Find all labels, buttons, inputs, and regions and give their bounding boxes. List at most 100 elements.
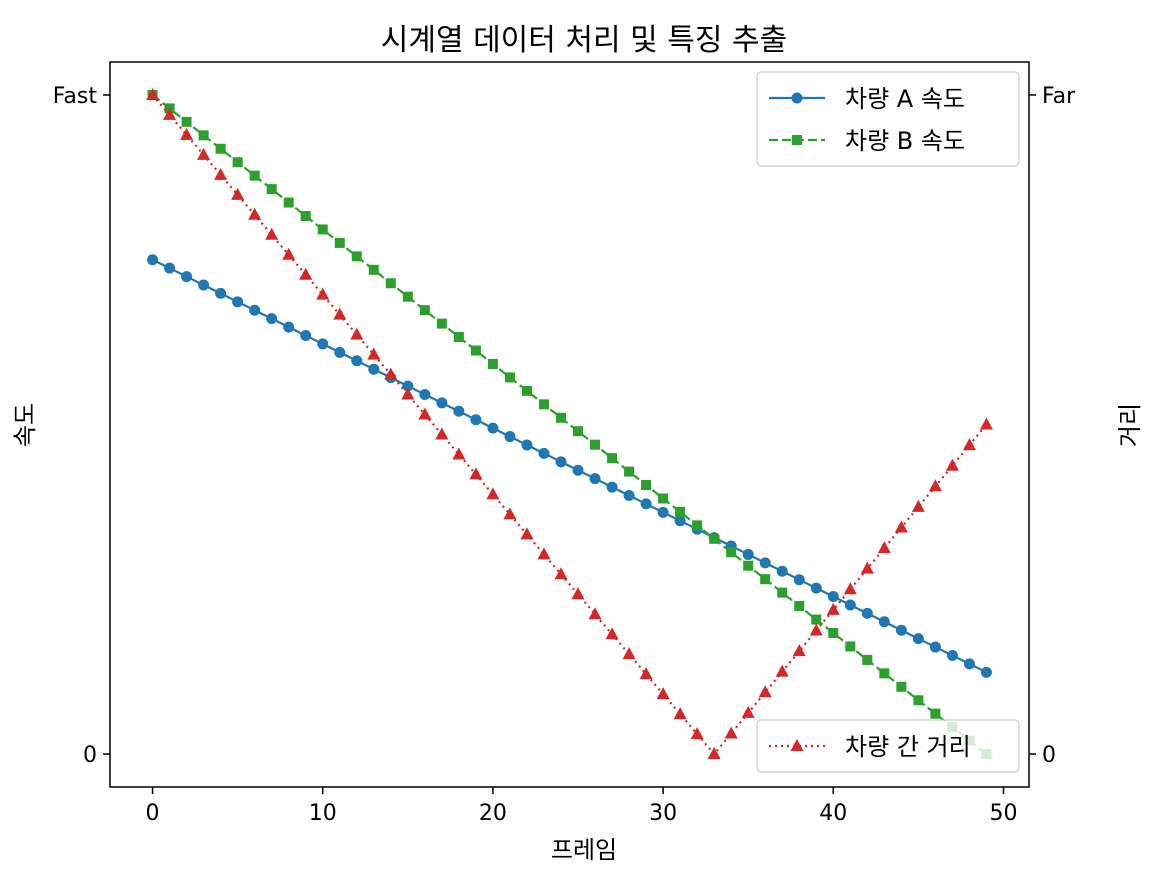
data-point xyxy=(146,87,160,100)
data-point xyxy=(504,431,516,443)
data-point xyxy=(571,587,585,600)
data-point xyxy=(810,582,822,594)
x-tick-label: 50 xyxy=(989,801,1017,826)
data-point xyxy=(928,479,942,492)
data-point xyxy=(946,649,958,661)
data-point xyxy=(675,506,686,517)
data-point xyxy=(674,515,686,527)
data-point xyxy=(896,681,907,692)
data-point xyxy=(862,654,873,665)
data-point xyxy=(453,332,464,343)
plot-area xyxy=(146,87,993,760)
data-point xyxy=(605,627,619,640)
data-point xyxy=(231,187,245,200)
legend-label: 차량 간 거리 xyxy=(845,733,971,761)
legend-marker xyxy=(792,135,802,145)
data-point xyxy=(384,367,398,380)
data-point xyxy=(709,533,720,544)
legend-box xyxy=(756,719,1020,773)
legend-label: 차량 B 속도 xyxy=(845,127,965,155)
legend-marker xyxy=(791,92,803,104)
data-point xyxy=(317,338,329,350)
y-left-tick-label: 0 xyxy=(83,743,97,768)
data-point xyxy=(487,358,498,369)
data-point xyxy=(777,587,788,598)
data-point xyxy=(538,399,549,410)
data-point xyxy=(554,567,568,580)
data-point xyxy=(419,305,430,316)
data-point xyxy=(979,417,993,430)
data-point xyxy=(266,313,278,325)
data-point xyxy=(623,489,635,501)
data-point xyxy=(232,296,244,308)
data-point xyxy=(266,184,277,195)
data-point xyxy=(589,473,601,485)
data-point xyxy=(861,607,873,619)
legend-box xyxy=(756,71,1020,167)
data-point xyxy=(758,685,772,698)
data-point xyxy=(573,426,584,437)
data-point xyxy=(504,372,515,383)
data-point xyxy=(929,641,941,653)
data-point xyxy=(759,557,771,569)
chart-title: 시계열 데이터 처리 및 특징 추출 xyxy=(381,23,787,58)
data-point xyxy=(912,633,924,645)
data-point xyxy=(334,237,345,248)
data-point xyxy=(826,602,840,615)
data-point xyxy=(334,346,346,358)
series-3 xyxy=(146,87,993,760)
data-point xyxy=(843,582,857,595)
data-point xyxy=(607,453,618,464)
data-point xyxy=(726,547,737,558)
data-point xyxy=(657,506,669,518)
data-point xyxy=(588,607,602,620)
data-point xyxy=(470,414,482,426)
data-point xyxy=(741,705,755,718)
legend-lower: 차량 간 거리 xyxy=(756,719,1020,773)
data-point xyxy=(265,227,279,240)
data-point xyxy=(572,464,584,476)
data-point xyxy=(283,321,295,333)
data-point xyxy=(164,262,176,274)
data-point xyxy=(419,388,431,400)
data-point xyxy=(742,548,754,560)
data-point xyxy=(962,438,976,451)
data-point xyxy=(809,623,823,636)
data-point xyxy=(639,667,653,680)
data-point xyxy=(503,507,517,520)
data-point xyxy=(351,251,362,262)
data-point xyxy=(351,355,363,367)
data-point xyxy=(249,170,260,181)
data-point xyxy=(656,687,670,700)
data-point xyxy=(775,664,789,677)
data-point xyxy=(401,387,415,400)
data-point xyxy=(214,167,228,180)
data-point xyxy=(622,647,636,660)
data-point xyxy=(930,708,941,719)
y-right-tick-label: 0 xyxy=(1042,743,1056,768)
data-point xyxy=(282,247,296,260)
data-point xyxy=(198,130,209,141)
y-axis-left: 0 Fast xyxy=(53,84,110,768)
legend-item: 차량 B 속도 xyxy=(769,127,965,155)
data-point xyxy=(520,527,534,540)
data-point xyxy=(624,466,635,477)
series-line xyxy=(152,258,987,674)
y-axis-right-label: 거리 xyxy=(1116,403,1144,447)
legend-marker xyxy=(790,739,804,751)
data-point xyxy=(895,624,907,636)
data-point xyxy=(724,726,738,739)
data-point xyxy=(368,264,379,275)
x-tick-label: 20 xyxy=(479,801,507,826)
data-point xyxy=(793,574,805,586)
series-2 xyxy=(147,89,992,760)
data-point xyxy=(198,279,210,291)
y-right-tick-label: Far xyxy=(1042,84,1076,109)
data-point xyxy=(537,547,551,560)
data-point xyxy=(248,207,262,220)
data-point xyxy=(367,347,381,360)
y-axis-left-label: 속도 xyxy=(11,403,39,447)
data-point xyxy=(333,307,347,320)
data-point xyxy=(743,560,754,571)
data-point xyxy=(350,327,364,340)
